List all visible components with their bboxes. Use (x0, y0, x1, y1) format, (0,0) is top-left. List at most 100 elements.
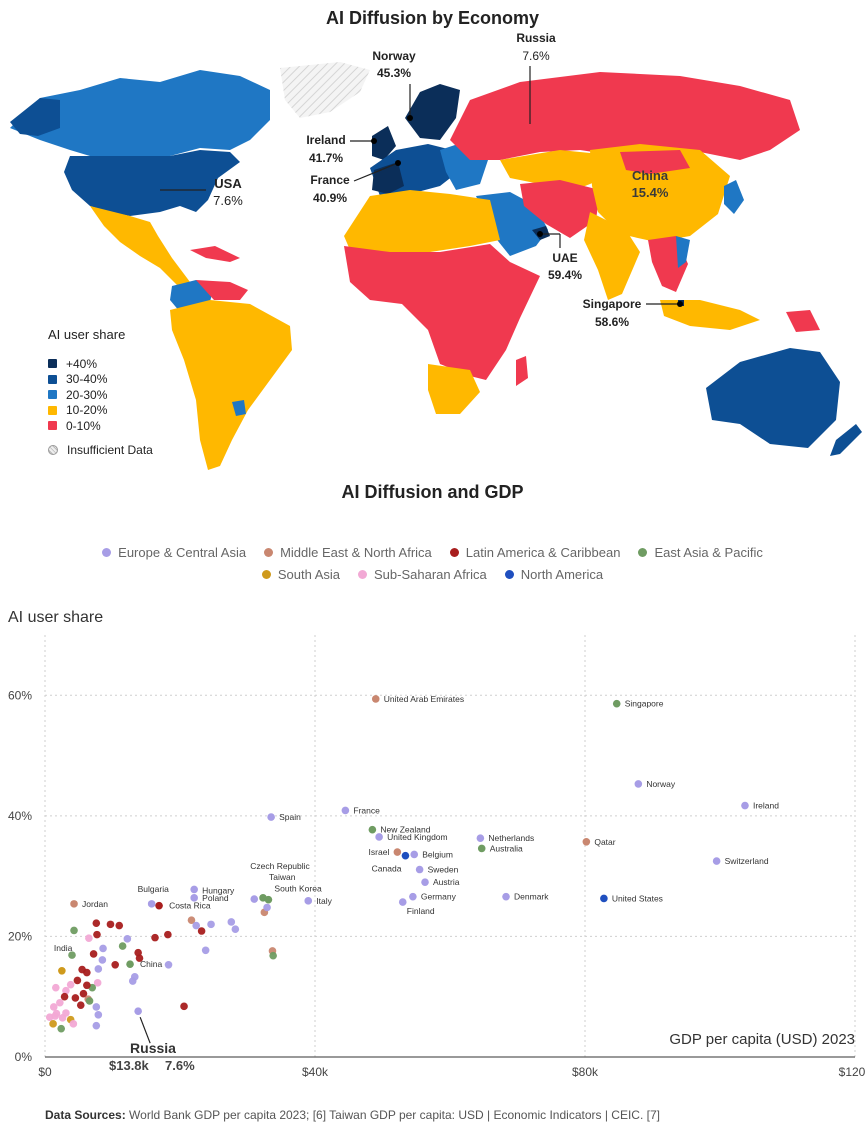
callout-usa-value: 7.6% (213, 193, 243, 208)
scatter-point (70, 926, 78, 935)
region-alaska (10, 98, 60, 136)
scatter-point (56, 998, 64, 1007)
point-label: Netherlands (488, 833, 534, 843)
point-label: India (54, 943, 73, 953)
point-label: Ireland (753, 801, 779, 811)
callout-ireland-name: Ireland (306, 133, 345, 147)
scatter-point (126, 960, 134, 968)
scatter-point (70, 900, 78, 908)
scatter-title: AI Diffusion and GDP (341, 482, 524, 502)
region-canada (10, 70, 270, 156)
world-map: Norway 45.3% Russia 7.6% Ireland 41.7% F… (0, 30, 865, 470)
scatter-legend-item: East Asia & Pacific (638, 545, 763, 560)
scatter-point (92, 919, 101, 927)
legend-dot-icon (102, 547, 112, 557)
region-new-zealand (830, 424, 862, 456)
scatter-point (49, 1020, 57, 1028)
scatter-point (398, 898, 407, 906)
point-label: Switzerland (725, 856, 769, 866)
region-caribbean (190, 246, 240, 262)
map-legend: AI user share +40% 30-40% 20-30% 10-20% 0-10… (48, 327, 153, 458)
scatter-point (92, 1003, 101, 1011)
scatter-legend-label: North America (520, 566, 604, 582)
region-mongolia (620, 150, 690, 174)
callout-singapore-value: 58.6% (595, 315, 629, 329)
callout-usa-name: USA (214, 176, 242, 191)
scatter-point (89, 950, 98, 958)
scatter-point (269, 951, 277, 960)
scatter-legend-item: North America (504, 566, 604, 582)
scatter-point (393, 848, 402, 856)
scatter-point (134, 1007, 142, 1015)
map-legend-title: AI user share (48, 327, 126, 342)
scatter-point (341, 806, 350, 815)
point-label: New Zealand (380, 825, 430, 835)
region-southern-africa (428, 364, 480, 414)
scatter-point (93, 979, 102, 987)
region-japan (724, 180, 744, 214)
map-legend-label: 20-30% (66, 387, 108, 402)
region-south-america (170, 300, 292, 470)
region-north-africa (344, 190, 500, 254)
y-tick-label: 60% (8, 688, 32, 702)
point-label: Jordan (82, 899, 108, 909)
callout-russia-name: Russia (516, 31, 556, 45)
scatter-point (83, 968, 91, 977)
world-map-svg: Norway 45.3% Russia 7.6% Ireland 41.7% F… (10, 31, 862, 470)
scatter-point (66, 980, 75, 989)
legend-swatch-icon (48, 359, 57, 369)
scatter-point (201, 946, 210, 955)
region-central-asia (500, 150, 610, 188)
scatter-point (600, 894, 608, 903)
scatter-point (267, 813, 275, 821)
scatter-point (60, 992, 69, 1001)
callout-china-value: 15.4% (632, 185, 669, 200)
region-iran-afg (520, 180, 600, 238)
point-label: Canada (372, 864, 402, 874)
point-label: Spain (279, 812, 301, 822)
scatter-point (401, 851, 410, 860)
callout-norway-value: 45.3% (377, 66, 411, 80)
scatter-point (634, 780, 643, 788)
region-russia (450, 72, 800, 160)
scatter-point (94, 1011, 103, 1019)
scatter-point (73, 976, 82, 985)
region-madagascar (516, 356, 528, 386)
scatter-point (304, 897, 313, 905)
point-label: Austria (433, 877, 460, 887)
legend-swatch-icon (48, 390, 57, 400)
scatter-point (51, 1012, 59, 1020)
point-label: Australia (490, 843, 523, 853)
scatter-point (231, 925, 240, 933)
legend-insufficient-data: Insufficient Data (48, 443, 153, 459)
region-australia (706, 348, 840, 448)
russia-callout-share: 7.6% (165, 1058, 195, 1073)
point-label: United States (612, 893, 663, 903)
scatter-point (250, 895, 259, 903)
scatter-point (57, 1024, 65, 1033)
point-label: United Arab Emirates (384, 694, 464, 704)
x-axis-title: GDP per capita (USD) 2023 (669, 1031, 855, 1048)
point-label: Costa Rica (169, 901, 211, 911)
region-nordics (405, 84, 460, 140)
callout-france-name: France (310, 173, 350, 187)
scatter-point (476, 834, 485, 842)
scatter-point (190, 894, 198, 902)
scatter-point (368, 825, 377, 834)
scatter-legend-item: Middle East & North Africa (264, 545, 432, 560)
point-label: Germany (421, 892, 457, 902)
region-china (590, 144, 730, 242)
scatter-point (192, 921, 200, 930)
footer-sources-text: World Bank GDP per capita 2023; [6] Taiw… (125, 1108, 660, 1122)
scatter-point (477, 844, 486, 853)
scatter-point (207, 920, 215, 929)
scatter-point (76, 1001, 85, 1009)
scatter-point (197, 927, 206, 935)
y-tick-label: 0% (15, 1050, 33, 1064)
scatter-point (115, 921, 124, 930)
region-greenland (280, 62, 370, 118)
scatter-point (409, 892, 417, 901)
scatter-point (94, 965, 103, 973)
point-label: Poland (202, 893, 229, 903)
scatter-point (62, 1009, 70, 1017)
